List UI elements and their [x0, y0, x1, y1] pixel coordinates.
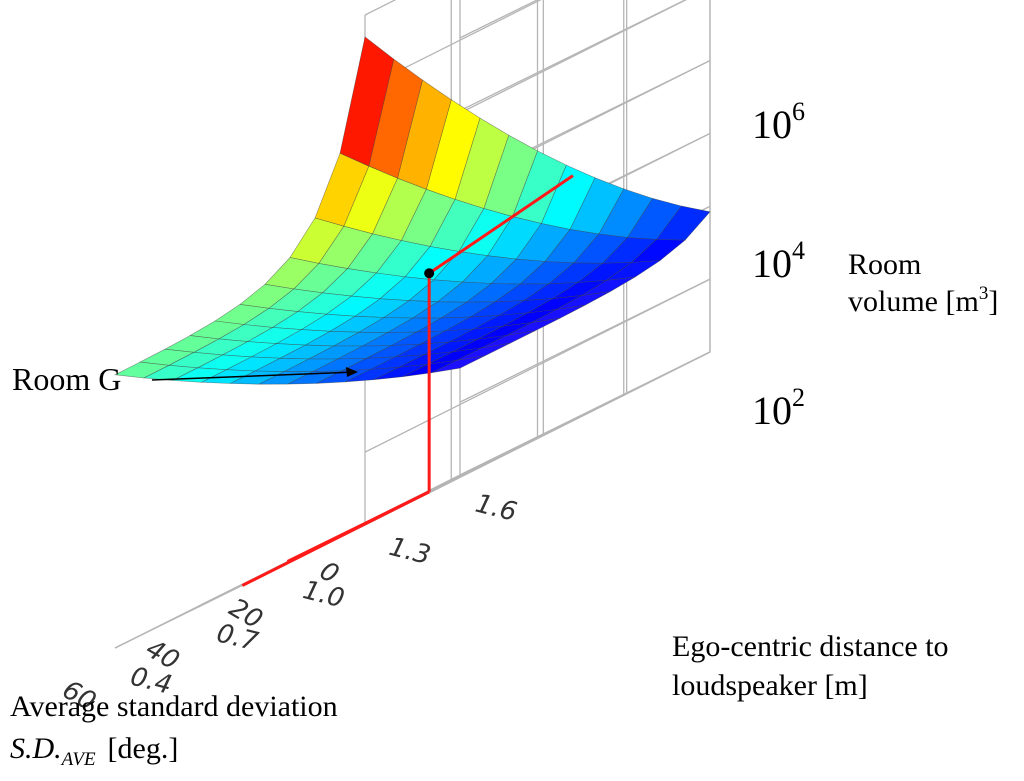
y-tick-label: 1.3 — [386, 532, 433, 571]
wall-grid-z — [364, 0, 542, 89]
z-axis-label-line2: volume [m3] — [848, 283, 998, 318]
z-tick-2: 102 — [752, 383, 805, 433]
y-axis-label: Ego-centric distance to loudspeaker [m] — [672, 630, 949, 702]
x-axis-label-line1: Average standard deviation — [10, 690, 338, 723]
room-g-guides — [241, 174, 574, 587]
y-tick-label: 1.6 — [472, 489, 519, 528]
wall-grid-z — [459, 351, 711, 476]
room-g-annotation: Room G — [12, 361, 358, 397]
x-axis-label-line2: S.D.AVE [deg.] — [10, 732, 178, 770]
wall-grid-z — [459, 0, 539, 39]
wall-grid-z — [459, 278, 711, 403]
room-g-arrow — [151, 371, 357, 381]
guide-y-line — [286, 490, 430, 563]
z-tick-6: 106 — [752, 97, 805, 147]
room-g-marker — [424, 268, 435, 279]
z-axis-label: Room volume [m3] — [848, 248, 998, 318]
guide-upper-line — [428, 174, 574, 275]
surface-cell — [113, 361, 170, 379]
z-tick-4: 104 — [752, 236, 805, 286]
room-g-label: Room G — [12, 361, 121, 397]
surface — [113, 36, 711, 385]
z-tick-labels: 106 104 102 — [752, 97, 805, 433]
room-g-arrowhead — [346, 367, 358, 377]
y-axis-label-line1: Ego-centric distance to — [672, 630, 949, 663]
y-tick-labels: 0.40.71.01.31.6 — [127, 489, 519, 701]
wall-grid-z — [459, 0, 687, 112]
z-axis-label-line1: Room — [848, 248, 921, 281]
x-axis-label: Average standard deviation S.D.AVE [deg.] — [10, 690, 338, 770]
y-axis-label-line2: loudspeaker [m] — [672, 669, 868, 702]
y-tick-label: 1.0 — [300, 575, 347, 614]
